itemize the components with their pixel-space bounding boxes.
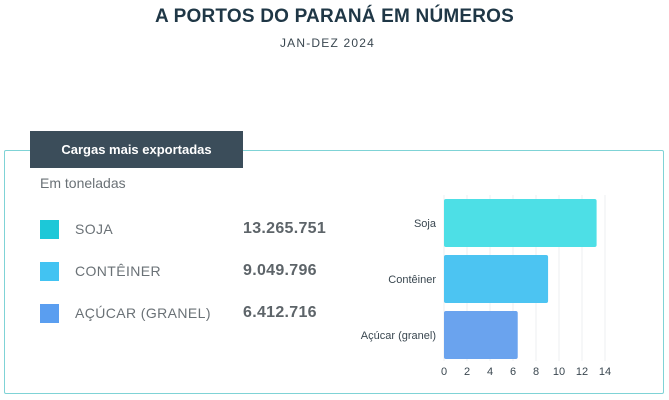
x-tick-label: 8 (533, 366, 539, 378)
page-subtitle: JAN-DEZ 2024 (279, 36, 376, 50)
x-tick-label: 2 (464, 366, 470, 378)
category-label: Contêiner (388, 274, 436, 286)
unit-note: Em toneladas (40, 175, 126, 191)
x-tick-label: 6 (510, 366, 516, 378)
x-tick-label: 14 (599, 366, 611, 378)
legend-item-conteiner: CONTÊINER 9.049.796 (40, 261, 317, 281)
legend-value: 6.412.716 (243, 304, 317, 321)
legend-label: CONTÊINER (75, 263, 162, 279)
legend-value: 13.265.751 (243, 220, 327, 237)
legend-label: SOJA (75, 221, 114, 237)
legend-label: AÇÚCAR (GRANEL) (75, 305, 211, 321)
page-title: A PORTOS DO PARANÁ EM NÚMEROS (154, 6, 515, 27)
bar-chart: 0 2 4 6 8 10 12 14 Soja Contêiner Açúcar (granel) (361, 195, 611, 378)
legend-item-acucar: AÇÚCAR (GRANEL) 6.412.716 (40, 303, 317, 323)
bar (444, 199, 597, 247)
legend-value: 9.049.796 (243, 262, 317, 279)
legend-swatch (40, 219, 59, 239)
bar (444, 255, 549, 303)
exports-panel (4, 150, 664, 394)
x-tick-label: 0 (441, 366, 447, 378)
legend-item-soja: SOJA 13.265.751 (40, 219, 326, 239)
x-tick-label: 10 (553, 366, 565, 378)
bar (444, 311, 518, 359)
x-tick-label: 4 (487, 366, 493, 378)
legend-swatch (40, 303, 59, 323)
legend-swatch (40, 261, 59, 281)
x-tick-label: 12 (576, 366, 588, 378)
category-label: Soja (414, 218, 437, 230)
panel-tab: Cargas mais exportadas (30, 131, 243, 168)
category-label: Açúcar (granel) (361, 330, 436, 342)
